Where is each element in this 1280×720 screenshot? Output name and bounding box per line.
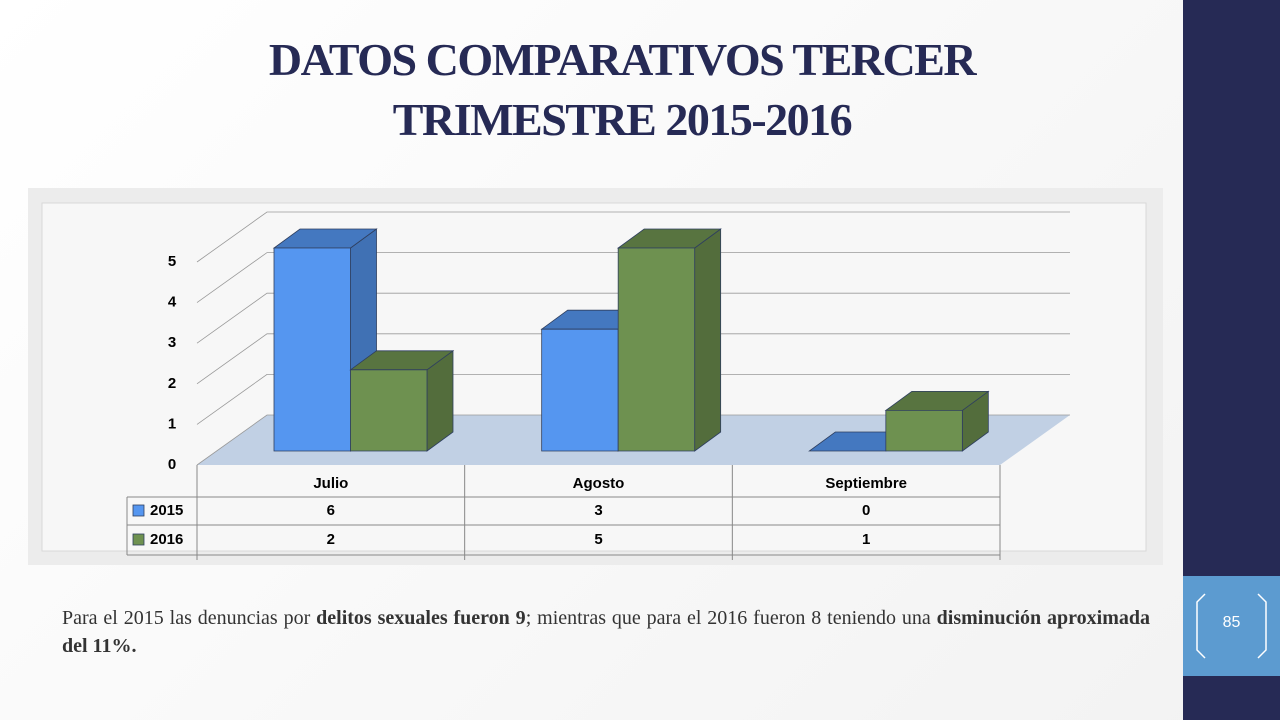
grid-line — [196, 211, 1070, 263]
table-value: 0 — [862, 502, 870, 519]
category-label: Septiembre — [825, 475, 907, 492]
legend-label: 2016 — [150, 531, 183, 548]
legend-label: 2015 — [150, 502, 183, 519]
y-tick-label: 0 — [168, 456, 176, 473]
chart: 0 1 2 3 4 5 Julio Agosto Septiembre 2015 6 3 0 2016 2 5… — [28, 188, 1163, 565]
paragraph: Para el 2015 las denuncias por delitos s… — [62, 604, 1150, 660]
y-tick-label: 2 — [168, 375, 176, 392]
bar-face — [694, 228, 722, 452]
bar-face — [273, 247, 351, 452]
bar-face — [617, 247, 696, 452]
category-label: Agosto — [573, 475, 625, 492]
category-label: Julio — [313, 475, 348, 492]
legend-swatch — [132, 533, 145, 546]
y-tick-label: 1 — [168, 415, 176, 432]
plot-frame — [41, 202, 1147, 552]
grid-line — [196, 292, 1070, 344]
grid-line — [196, 252, 1070, 303]
table-value: 2 — [327, 531, 335, 548]
slide-title: DATOS COMPARATIVOS TERCER TRIMESTRE 2015… — [268, 34, 977, 145]
paragraph-segment: disminución aproximada del 11%. — [62, 607, 1151, 657]
paragraph-segment: delitos sexuales fueron 9 — [316, 607, 526, 629]
paragraph-segment: Para el 2015 las denuncias por — [62, 607, 317, 629]
y-tick-label: 4 — [168, 294, 177, 311]
slide-number: 85 — [1222, 614, 1241, 631]
y-tick-label: 5 — [168, 253, 176, 270]
grid-line — [196, 373, 1070, 425]
bar-face — [350, 369, 428, 452]
table-value: 1 — [862, 531, 870, 548]
y-tick-label: 3 — [168, 334, 176, 351]
table-value: 5 — [594, 531, 602, 548]
grid-line — [196, 333, 1070, 385]
slide-number-box: 85 — [1183, 576, 1280, 676]
grid-line — [196, 414, 1070, 466]
legend-swatch — [132, 504, 145, 517]
table-value: 6 — [327, 502, 335, 519]
bar-face — [885, 409, 963, 452]
bar-face — [541, 328, 619, 452]
brackets — [1196, 593, 1267, 659]
bar — [884, 390, 990, 452]
table-value: 3 — [594, 502, 602, 519]
paragraph-segment: ; mientras que para el 2016 fueron 8 ten… — [525, 607, 937, 629]
bar — [349, 350, 455, 452]
bar — [616, 228, 722, 452]
